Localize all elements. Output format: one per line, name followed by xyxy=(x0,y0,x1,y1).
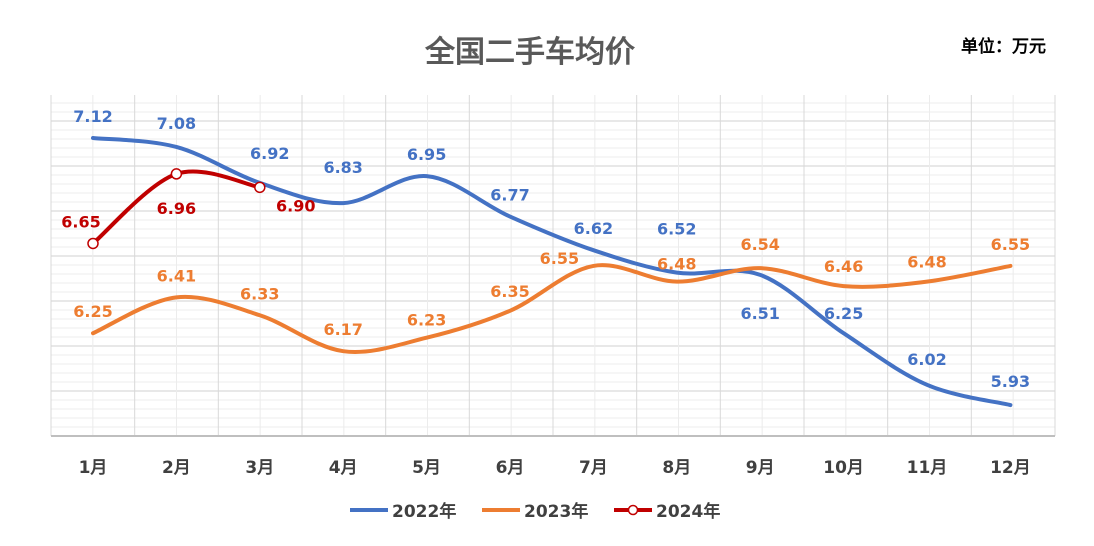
chart-title: 全国二手车均价 xyxy=(424,35,635,70)
x-tick-label: 11月 xyxy=(907,458,948,478)
data-label: 6.52 xyxy=(657,220,696,239)
x-tick-label: 10月 xyxy=(823,458,864,478)
legend-label: 2024年 xyxy=(656,501,720,522)
x-tick-label: 3月 xyxy=(245,458,274,478)
legend-label: 2022年 xyxy=(392,501,456,522)
data-label: 6.17 xyxy=(323,320,362,339)
data-label: 6.96 xyxy=(157,199,196,218)
data-label: 6.95 xyxy=(407,145,446,164)
series-line-2022年 xyxy=(91,136,1013,408)
data-marker xyxy=(87,237,99,250)
unit-label: 单位：万元 xyxy=(961,36,1046,57)
x-tick-label: 6月 xyxy=(496,458,525,478)
x-axis-ticks: 1月 2月 3月 4月 5月 6月 7月 8月 9月 10月 11月 12月 xyxy=(79,458,1031,478)
legend-label: 2023年 xyxy=(524,501,588,522)
x-tick-label: 1月 xyxy=(79,458,108,478)
data-label: 6.23 xyxy=(407,311,446,330)
data-label: 6.83 xyxy=(323,158,362,177)
data-label: 6.55 xyxy=(991,235,1030,254)
x-tick-label: 8月 xyxy=(662,458,691,478)
data-label: 6.55 xyxy=(540,249,579,268)
data-marker xyxy=(254,181,266,194)
x-tick-label: 7月 xyxy=(579,458,608,478)
data-label: 6.65 xyxy=(61,212,100,231)
x-tick-label: 4月 xyxy=(329,458,358,478)
data-label: 6.54 xyxy=(740,235,779,254)
data-label: 6.02 xyxy=(907,350,946,369)
x-tick-label: 9月 xyxy=(746,458,775,478)
data-label: 6.41 xyxy=(157,266,196,285)
data-label: 6.77 xyxy=(490,186,529,205)
gridlines xyxy=(50,95,1056,437)
data-label: 6.46 xyxy=(824,257,863,276)
data-label: 6.90 xyxy=(276,196,315,215)
data-label: 6.62 xyxy=(574,219,613,238)
series-line-2023年 xyxy=(91,263,1013,354)
data-label: 6.92 xyxy=(250,144,289,163)
data-marker xyxy=(170,168,183,180)
data-label: 7.12 xyxy=(73,107,112,126)
data-label: 6.48 xyxy=(657,255,696,274)
data-label: 6.48 xyxy=(907,253,946,272)
series-lines xyxy=(87,136,1013,408)
data-labels: 7.12 7.08 6.92 6.83 6.95 6.77 6.62 6.52 6.51 6.25… xyxy=(61,107,1030,391)
x-tick-label: 5月 xyxy=(412,458,441,478)
data-label: 6.35 xyxy=(490,282,529,301)
legend: 2022年 2023年 2024年 xyxy=(350,501,720,522)
data-label: 6.51 xyxy=(740,304,779,323)
data-label: 5.93 xyxy=(991,372,1030,391)
data-label: 7.08 xyxy=(157,114,196,133)
x-tick-label: 12月 xyxy=(990,458,1031,478)
legend-marker xyxy=(627,504,639,516)
x-tick-label: 2月 xyxy=(162,458,191,478)
data-label: 6.25 xyxy=(73,302,112,321)
data-label: 6.33 xyxy=(240,284,279,303)
data-label: 6.25 xyxy=(824,304,863,323)
